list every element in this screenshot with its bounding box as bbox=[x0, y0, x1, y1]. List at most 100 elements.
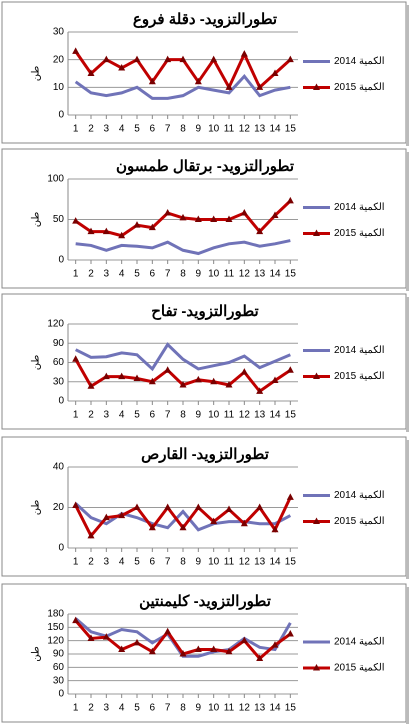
point-marker bbox=[271, 376, 279, 383]
point-marker bbox=[87, 227, 95, 235]
y-tick-label: 0 bbox=[58, 396, 64, 407]
point-marker bbox=[164, 503, 172, 510]
point-marker bbox=[286, 630, 294, 637]
x-tick-label: 2 bbox=[88, 410, 94, 421]
point-marker bbox=[256, 503, 264, 510]
point-marker bbox=[102, 633, 110, 640]
point-marker bbox=[240, 636, 248, 644]
x-tick-label: 10 bbox=[208, 124, 220, 135]
x-tick-label: 9 bbox=[196, 410, 202, 421]
point-marker bbox=[118, 372, 126, 380]
y-tick-label: 30 bbox=[53, 376, 65, 387]
point-marker bbox=[256, 387, 264, 394]
y-tick-label: 100 bbox=[47, 174, 64, 185]
chart-shadow bbox=[406, 440, 409, 579]
y-tick-label: 30 bbox=[53, 675, 65, 686]
y-tick-label: 60 bbox=[53, 357, 65, 368]
point-marker bbox=[210, 517, 218, 525]
x-tick-label: 7 bbox=[165, 703, 171, 714]
x-tick-label: 5 bbox=[134, 557, 140, 568]
point-marker bbox=[179, 55, 187, 63]
point-marker bbox=[133, 638, 141, 646]
point-marker bbox=[148, 77, 156, 85]
y-axis-label: طن bbox=[31, 212, 42, 228]
x-tick-label: 3 bbox=[104, 557, 110, 568]
chart-title: تطورالتزويد- تفاح bbox=[151, 303, 258, 320]
x-tick-label: 9 bbox=[196, 269, 202, 280]
y-tick-label: 0 bbox=[58, 255, 64, 266]
point-marker bbox=[118, 645, 126, 653]
point-marker bbox=[118, 511, 126, 519]
x-tick-label: 15 bbox=[285, 410, 297, 421]
point-marker bbox=[286, 55, 294, 63]
y-tick-label: 150 bbox=[47, 622, 64, 633]
y-tick-label: 90 bbox=[53, 649, 65, 660]
legend-label: 2014 الكمية bbox=[334, 202, 385, 213]
point-marker bbox=[286, 196, 294, 204]
x-tick-label: 7 bbox=[165, 124, 171, 135]
point-marker bbox=[72, 217, 80, 224]
point-marker bbox=[164, 627, 172, 635]
point-marker bbox=[225, 380, 233, 388]
point-marker bbox=[271, 641, 279, 648]
point-marker bbox=[148, 647, 156, 655]
y-tick-label: 180 bbox=[47, 609, 64, 620]
legend-marker bbox=[313, 664, 320, 671]
point-marker bbox=[286, 493, 294, 500]
point-marker bbox=[133, 503, 141, 510]
legend-label: 2014 الكمية bbox=[334, 345, 385, 356]
point-marker bbox=[240, 368, 248, 375]
point-marker bbox=[164, 366, 172, 373]
x-tick-label: 2 bbox=[88, 703, 94, 714]
point-marker bbox=[72, 616, 80, 624]
point-marker bbox=[87, 69, 95, 76]
point-marker bbox=[271, 525, 279, 533]
point-marker bbox=[225, 647, 233, 655]
point-marker bbox=[194, 645, 202, 653]
x-tick-label: 13 bbox=[254, 557, 266, 568]
y-tick-label: 120 bbox=[47, 635, 64, 646]
point-marker bbox=[194, 215, 202, 222]
x-tick-label: 5 bbox=[134, 269, 140, 280]
chart-frame bbox=[1, 583, 407, 723]
point-marker bbox=[118, 63, 126, 71]
chart-title: تطورالتزويد- دقلة فروع bbox=[133, 11, 277, 28]
x-tick-label: 9 bbox=[196, 124, 202, 135]
x-tick-label: 7 bbox=[165, 557, 171, 568]
x-tick-label: 9 bbox=[196, 557, 202, 568]
x-tick-label: 8 bbox=[180, 410, 186, 421]
y-tick-label: 0 bbox=[58, 543, 64, 554]
y-tick-label: 20 bbox=[53, 502, 65, 513]
x-tick-label: 10 bbox=[208, 557, 220, 568]
point-marker bbox=[148, 377, 156, 385]
legend-label: 2015 الكمية bbox=[334, 371, 385, 382]
x-tick-label: 10 bbox=[208, 410, 220, 421]
x-tick-label: 10 bbox=[208, 269, 220, 280]
x-tick-label: 4 bbox=[119, 557, 125, 568]
y-tick-label: 0 bbox=[58, 689, 64, 700]
point-marker bbox=[87, 382, 95, 389]
x-tick-label: 8 bbox=[180, 703, 186, 714]
point-marker bbox=[179, 380, 187, 388]
point-marker bbox=[194, 503, 202, 510]
point-marker bbox=[102, 513, 110, 521]
series-line bbox=[74, 502, 292, 532]
x-tick-label: 1 bbox=[73, 269, 79, 280]
x-tick-label: 3 bbox=[104, 703, 110, 714]
point-marker bbox=[102, 372, 110, 380]
chart-shadow bbox=[406, 587, 409, 724]
y-axis-label: طن bbox=[31, 355, 42, 371]
point-marker bbox=[225, 215, 233, 222]
point-marker bbox=[102, 55, 110, 63]
point-marker bbox=[179, 523, 187, 531]
x-tick-label: 11 bbox=[224, 124, 235, 135]
legend-marker bbox=[313, 372, 320, 379]
x-tick-label: 12 bbox=[239, 557, 251, 568]
chart-shadow bbox=[406, 297, 409, 432]
x-tick-label: 12 bbox=[239, 124, 251, 135]
x-tick-label: 14 bbox=[269, 703, 281, 714]
legend-marker bbox=[313, 517, 320, 524]
x-tick-label: 8 bbox=[180, 124, 186, 135]
point-marker bbox=[210, 645, 218, 653]
